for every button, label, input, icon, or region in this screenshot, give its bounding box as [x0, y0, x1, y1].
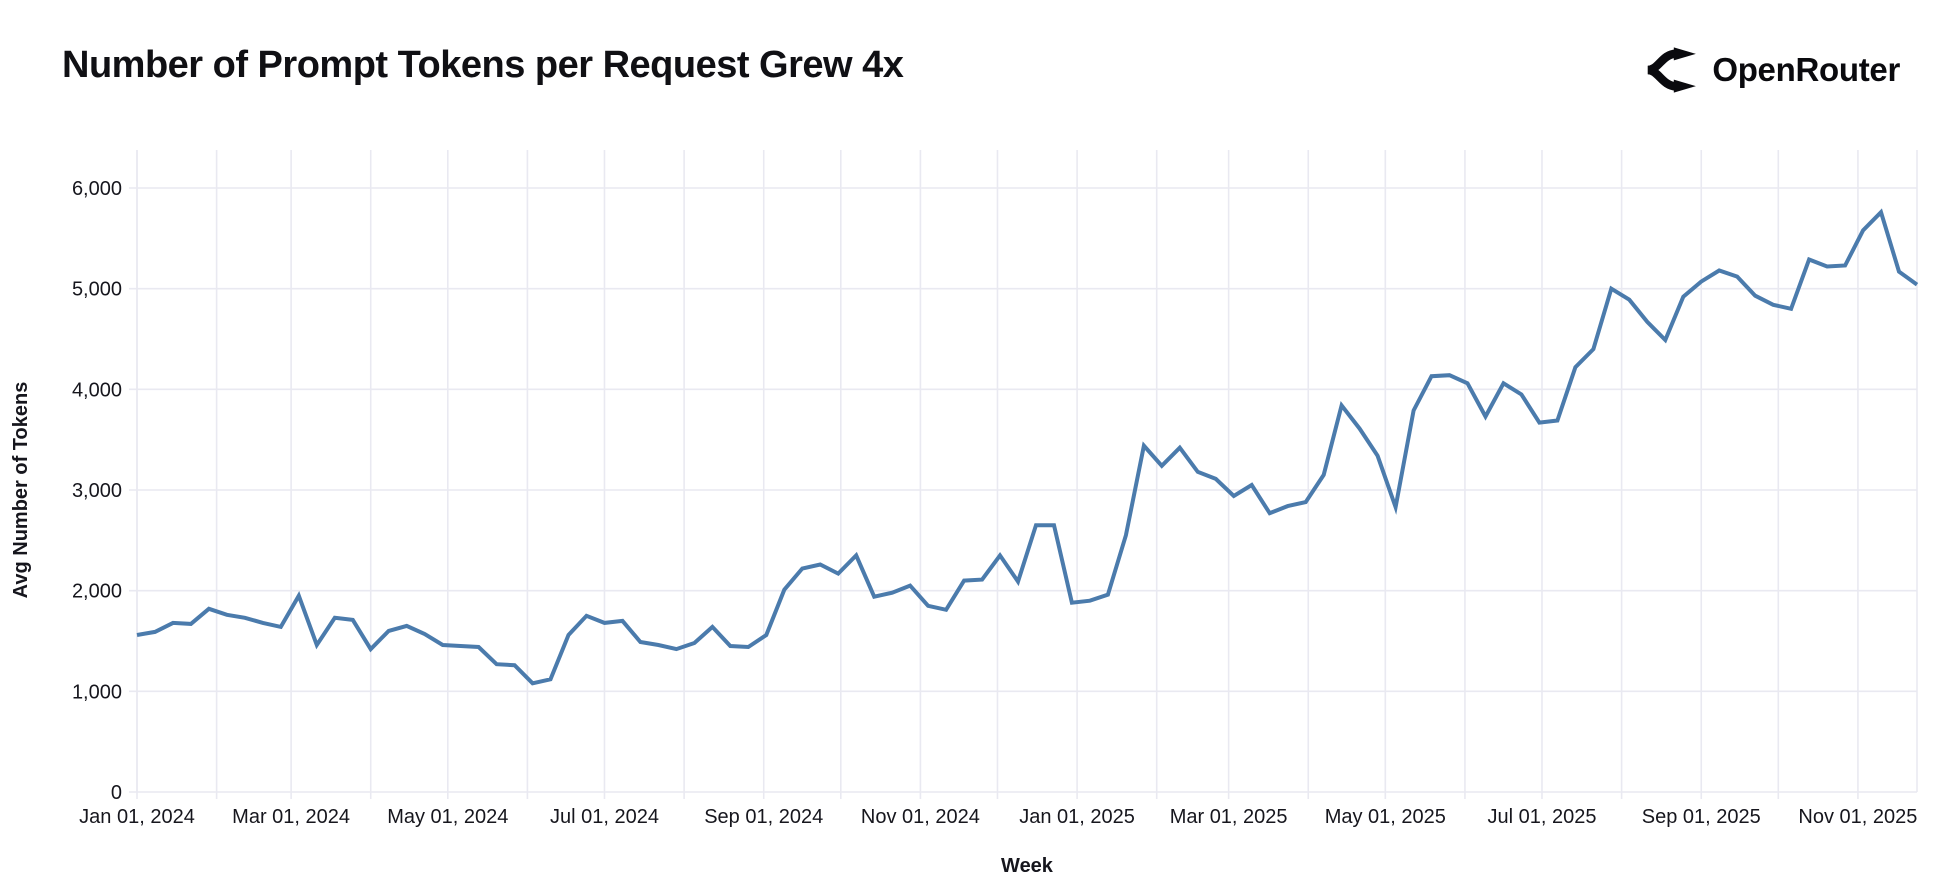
data-line	[136, 208, 1919, 686]
openrouter-logo-text: OpenRouter	[1712, 51, 1900, 88]
y-tick-label: 5,000	[72, 279, 122, 301]
x-tick-label: May 01, 2024	[387, 806, 508, 828]
x-tick-label: Jul 01, 2024	[550, 806, 659, 828]
x-tick-label: Jul 01, 2025	[1488, 806, 1597, 828]
x-tick-label: Sep 01, 2024	[704, 806, 823, 828]
y-tick-label: 0	[111, 782, 122, 804]
openrouter-logo: OpenRouter	[1645, 44, 1900, 96]
y-tick-label: 3,000	[72, 480, 122, 502]
y-tick-label: 2,000	[72, 581, 122, 603]
x-tick-label: May 01, 2025	[1325, 806, 1446, 828]
x-tick-label: Mar 01, 2025	[1170, 806, 1288, 828]
x-tick-label: Jan 01, 2025	[1019, 806, 1135, 828]
y-tick-label: 1,000	[72, 681, 122, 703]
y-axis-title: Avg Number of Tokens	[10, 382, 32, 599]
y-tick-label: 6,000	[72, 178, 122, 200]
x-tick-label: Sep 01, 2025	[1642, 806, 1761, 828]
x-tick-label: Mar 01, 2024	[232, 806, 350, 828]
y-tick-label: 4,000	[72, 379, 122, 401]
x-tick-label: Jan 01, 2024	[79, 806, 195, 828]
x-tick-label: Nov 01, 2025	[1798, 806, 1917, 828]
x-axis-title: Week	[1001, 855, 1054, 877]
header: Number of Prompt Tokens per Request Grew…	[0, 0, 1938, 110]
x-tick-label: Nov 01, 2024	[861, 806, 980, 828]
openrouter-route-split-icon	[1647, 47, 1697, 93]
page-title: Number of Prompt Tokens per Request Grew…	[62, 44, 904, 86]
